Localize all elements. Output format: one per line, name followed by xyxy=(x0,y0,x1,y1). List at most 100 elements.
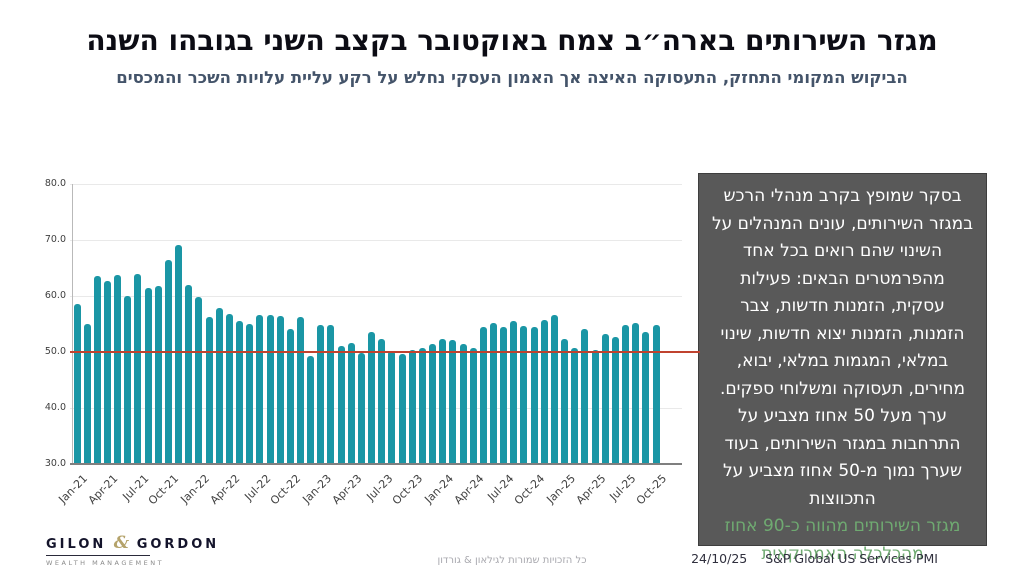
bar-Jan-21 xyxy=(73,304,81,464)
bar-Feb-24 xyxy=(449,340,457,464)
ampersand-glyph: & xyxy=(113,533,130,553)
bar-Apr-24 xyxy=(469,347,477,464)
x-tick-label: Jan-21 xyxy=(56,472,91,506)
copyright-text: כל הזכויות שמורות לגילאון & גורדון xyxy=(437,555,587,566)
gridline xyxy=(70,184,682,185)
bar-May-21 xyxy=(114,274,122,464)
source-line: 24/10/25 S&P Global US Services PMI xyxy=(691,551,938,566)
reference-line-50 xyxy=(70,351,700,353)
bar-Jun-23 xyxy=(368,331,376,464)
bar-Oct-23 xyxy=(408,349,416,464)
x-tick-label: Apr-24 xyxy=(451,472,487,507)
bar-Dec-21 xyxy=(185,285,193,464)
bar-Nov-21 xyxy=(175,245,183,464)
bar-May-23 xyxy=(357,352,365,464)
page-subtitle: הביקוש המקומי התחזק, התעסוקה האיצה אך הא… xyxy=(116,68,908,87)
bar-Apr-23 xyxy=(347,343,355,464)
side-note-body: בסקר שמופץ בקרב מנהלי הרכש במגזר השירותי… xyxy=(711,186,974,509)
gridline xyxy=(70,408,682,409)
bar-Jun-25 xyxy=(611,337,619,464)
x-axis xyxy=(70,463,682,465)
bar-Feb-21 xyxy=(83,324,91,464)
bar-May-24 xyxy=(479,326,487,464)
x-tick-label: Jan-23 xyxy=(300,472,334,506)
page-title: מגזר השירותים בארה״ב צמח באוקטובר בקצב ה… xyxy=(86,24,938,57)
bar-Sep-23 xyxy=(398,353,406,464)
bar-Dec-22 xyxy=(307,355,315,464)
bar-Mar-23 xyxy=(337,346,345,464)
bar-May-25 xyxy=(601,334,609,464)
y-tick-label: 60.0 xyxy=(44,290,66,301)
bar-Aug-21 xyxy=(144,287,152,464)
bar-Jun-22 xyxy=(246,324,254,464)
bar-Jan-25 xyxy=(561,338,569,464)
x-tick-label: Jan-22 xyxy=(178,472,213,506)
gilon-gordon-logo: GILON & GORDON WEALTH MANAGEMENT xyxy=(46,533,220,567)
bar-Oct-25 xyxy=(652,325,660,464)
y-tick-label: 80.0 xyxy=(44,178,66,189)
bar-Feb-23 xyxy=(327,325,335,464)
y-tick-label: 70.0 xyxy=(44,234,66,245)
bar-Apr-22 xyxy=(225,313,233,464)
bar-Jul-23 xyxy=(378,339,386,464)
logo-tagline: WEALTH MANAGEMENT xyxy=(46,559,165,567)
bar-Mar-24 xyxy=(459,344,467,464)
x-tick-label: Apr-22 xyxy=(207,472,243,507)
bar-Apr-25 xyxy=(591,349,599,464)
bar-Jan-24 xyxy=(439,339,447,464)
bar-Mar-25 xyxy=(581,329,589,464)
bar-Nov-22 xyxy=(296,316,304,464)
bar-Aug-25 xyxy=(632,323,640,464)
bar-May-22 xyxy=(236,320,244,464)
bar-Nov-23 xyxy=(418,348,426,464)
publish-date: 24/10/25 xyxy=(691,551,748,566)
y-tick-label: 40.0 xyxy=(44,402,66,413)
x-tick-label: Oct-21 xyxy=(146,472,182,508)
side-note-highlight: מגזר השירותים מהווה כ-90 אחוז מהכלכלה הא… xyxy=(724,516,961,564)
logo-wordmark: GILON & GORDON xyxy=(46,533,220,553)
bar-Mar-21 xyxy=(93,276,101,464)
gridline xyxy=(70,240,682,241)
logo-divider xyxy=(46,555,150,556)
bar-Oct-22 xyxy=(286,329,294,464)
x-tick-label: Apr-25 xyxy=(573,472,609,507)
x-tick-label: Oct-22 xyxy=(268,472,304,508)
x-tick-label: Oct-23 xyxy=(390,472,426,508)
bar-Sep-25 xyxy=(642,331,650,464)
bar-Oct-24 xyxy=(530,327,538,464)
bar-Sep-24 xyxy=(520,326,528,464)
x-tick-label: Apr-21 xyxy=(85,472,121,507)
bar-Sep-21 xyxy=(154,286,162,464)
bar-Jul-24 xyxy=(500,326,508,464)
bar-Aug-22 xyxy=(266,315,274,464)
side-note-panel: בסקר שמופץ בקרב מנהלי הרכש במגזר השירותי… xyxy=(698,173,987,564)
pmi-bar-chart: 30.0 40.0 50.0 60.0 70.0 80.0 Jan-21 Apr-21 Jul-… xyxy=(40,176,700,516)
x-tick-label: Jan-24 xyxy=(421,472,456,506)
bar-Mar-22 xyxy=(215,307,223,464)
bar-Jan-23 xyxy=(317,324,325,464)
y-axis xyxy=(72,184,73,464)
x-tick-label: Oct-25 xyxy=(633,472,670,508)
bar-Aug-24 xyxy=(510,321,518,464)
bar-Oct-21 xyxy=(164,260,172,464)
bar-Jun-21 xyxy=(124,296,132,464)
gridline xyxy=(70,296,682,297)
data-source: S&P Global US Services PMI xyxy=(765,551,938,566)
bar-Jul-25 xyxy=(622,325,630,464)
bar-Apr-21 xyxy=(103,281,111,464)
bar-Jun-24 xyxy=(489,323,497,464)
bar-Sep-22 xyxy=(276,316,284,464)
bar-Jul-21 xyxy=(134,274,142,464)
x-tick-label: Oct-24 xyxy=(511,472,548,508)
bar-Feb-25 xyxy=(571,347,579,464)
bar-Jan-22 xyxy=(195,297,203,464)
bar-Dec-24 xyxy=(550,315,558,464)
bar-Dec-23 xyxy=(429,344,437,464)
bar-Aug-23 xyxy=(388,350,396,464)
bar-Nov-24 xyxy=(540,320,548,464)
x-tick-label: Apr-23 xyxy=(329,472,365,507)
x-tick-label: Jan-25 xyxy=(543,472,578,506)
y-tick-label: 50.0 xyxy=(44,346,66,357)
y-tick-label: 30.0 xyxy=(44,458,66,469)
